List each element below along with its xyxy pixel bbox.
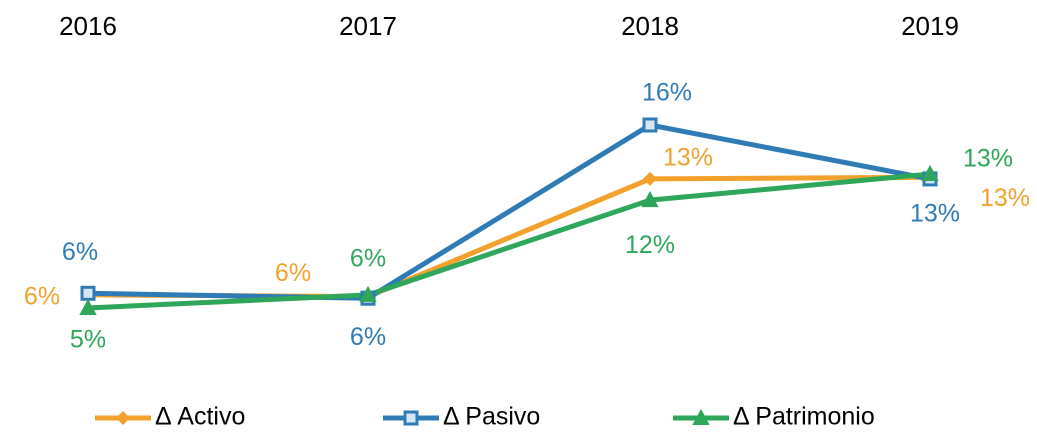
marker [403, 410, 419, 426]
data-label: 6% [24, 283, 60, 311]
data-label: 6% [350, 245, 386, 273]
marker [116, 411, 130, 425]
marker [921, 164, 939, 182]
x-tick-label: 2017 [339, 11, 397, 41]
data-label: 13% [963, 145, 1013, 173]
line [87, 122, 931, 301]
legend-label: Δ Pasivo [443, 403, 540, 431]
x-tick-label: 2018 [621, 11, 679, 41]
data-label: 13% [910, 200, 960, 228]
marker [643, 171, 657, 186]
marker [80, 285, 96, 301]
line [87, 171, 931, 311]
marker [692, 408, 710, 425]
data-label: 6% [350, 323, 386, 351]
marker [79, 298, 97, 315]
data-label: 6% [62, 238, 98, 266]
data-label: 13% [663, 144, 713, 172]
data-label: 6% [275, 259, 311, 287]
line [87, 174, 931, 300]
legend-label: Δ Patrimonio [733, 403, 875, 431]
data-label: 16% [642, 79, 692, 107]
marker [642, 117, 658, 133]
x-tick-label: 2016 [59, 11, 117, 41]
marker [641, 191, 659, 208]
legend-label: Δ Activo [155, 403, 245, 431]
data-label: 5% [70, 326, 106, 354]
data-label: 13% [980, 184, 1030, 212]
x-tick-label: 2019 [901, 11, 959, 41]
data-label: 12% [625, 231, 675, 259]
marker [359, 285, 377, 302]
